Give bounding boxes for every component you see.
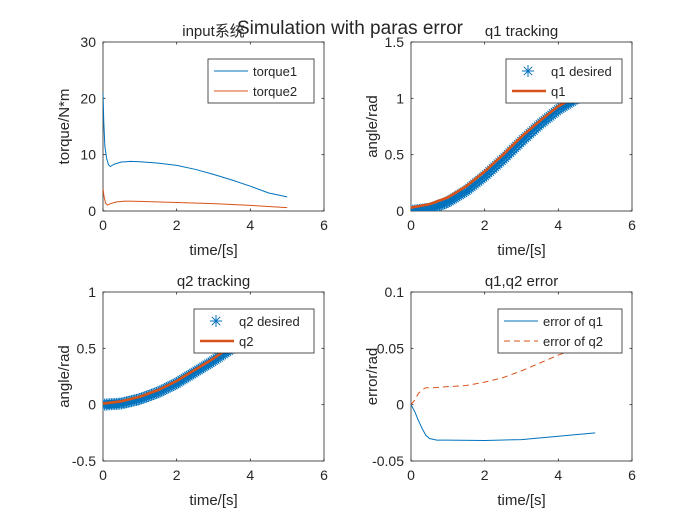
legend-box [497,308,623,354]
x-tick-label: 0 [407,467,415,483]
legend-entry-label: error of q2 [543,334,603,349]
x-axis-label: time/[s] [497,492,545,509]
y-tick-label: 0.1 [385,284,405,300]
y-tick-label: 0 [396,203,404,219]
x-tick-label: 4 [246,217,254,233]
legend-box [505,58,623,104]
x-tick-label: 6 [320,217,328,233]
y-tick-label: 0 [88,397,96,413]
axes-title: q2 tracking [177,273,250,290]
y-tick-label: 0.5 [77,340,97,356]
y-tick-label: 20 [80,90,96,106]
x-tick-label: 2 [481,467,489,483]
legend-marker [210,315,222,327]
y-tick-label: 1.5 [385,34,405,50]
legend-entry-label: torque1 [253,64,297,79]
series-line-error-of-q1 [411,404,596,441]
y-axis-label: torque/N*m [56,89,73,165]
x-tick-label: 2 [173,217,181,233]
legend-entry-label: q1 desired [551,64,612,79]
axes-title: input系统 [182,23,245,40]
legend-box [193,308,315,354]
y-tick-label: -0.5 [72,453,96,469]
x-axis-label: time/[s] [497,242,545,259]
x-tick-label: 2 [173,467,181,483]
y-axis-label: error/rad [364,348,381,406]
legend-entry-label: q2 [239,334,253,349]
x-axis-label: time/[s] [189,242,237,259]
x-axis-label: time/[s] [189,492,237,509]
x-tick-label: 0 [99,467,107,483]
series-line-error-of-q2 [411,342,596,405]
legend: torque1 torque2 [207,58,315,104]
x-tick-label: 6 [628,467,636,483]
legend-entry-label: error of q1 [543,314,603,329]
legend-entry-label: torque2 [253,84,297,99]
legend-entry-label: q2 desired [239,314,300,329]
y-axis-label: angle/rad [364,95,381,158]
plot-area [411,342,596,441]
x-tick-label: 0 [99,217,107,233]
y-tick-label: 10 [80,147,96,163]
legend: q2 desired q2 [193,308,315,354]
x-tick-label: 4 [554,467,562,483]
y-tick-label: -0.05 [372,453,404,469]
x-tick-label: 6 [320,467,328,483]
axes-title: q1,q2 error [485,273,558,290]
figure-suptitle: Simulation with paras error [237,18,464,39]
y-tick-label: 0 [88,203,96,219]
legend: q1 desired q1 [505,58,623,104]
plot-area [103,92,288,209]
y-tick-label: 0 [396,397,404,413]
y-tick-label: 0.05 [377,340,404,356]
y-tick-label: 1 [396,90,404,106]
legend-box [207,58,315,104]
x-tick-label: 0 [407,217,415,233]
x-tick-label: 6 [628,217,636,233]
x-tick-label: 2 [481,217,489,233]
axes-title: q1 tracking [485,23,558,40]
subplot-1: 0 2 4 6 0 10 20 30 input系统 time/[s] torque/N*m torq… [56,23,328,259]
y-tick-label: 1 [88,284,96,300]
subplot-grid: 0 2 4 60102030input系统time/[s]torque/N*mtorq… [56,23,636,509]
legend-marker [522,65,534,77]
x-tick-label: 4 [246,467,254,483]
y-tick-label: 30 [80,34,96,50]
legend: error of q1 error of q2 [497,308,623,354]
series-line-torque2 [103,188,288,209]
x-tick-label: 4 [554,217,562,233]
y-tick-label: 0.5 [385,147,405,163]
legend-entry-label: q1 [551,84,565,99]
subplot-2: 0 2 4 6 0 0.5 1 1.5 q1 tracking time/[s] angle/rad… [364,23,636,259]
y-axis-label: angle/rad [56,345,73,408]
series-line-torque1 [103,92,288,198]
